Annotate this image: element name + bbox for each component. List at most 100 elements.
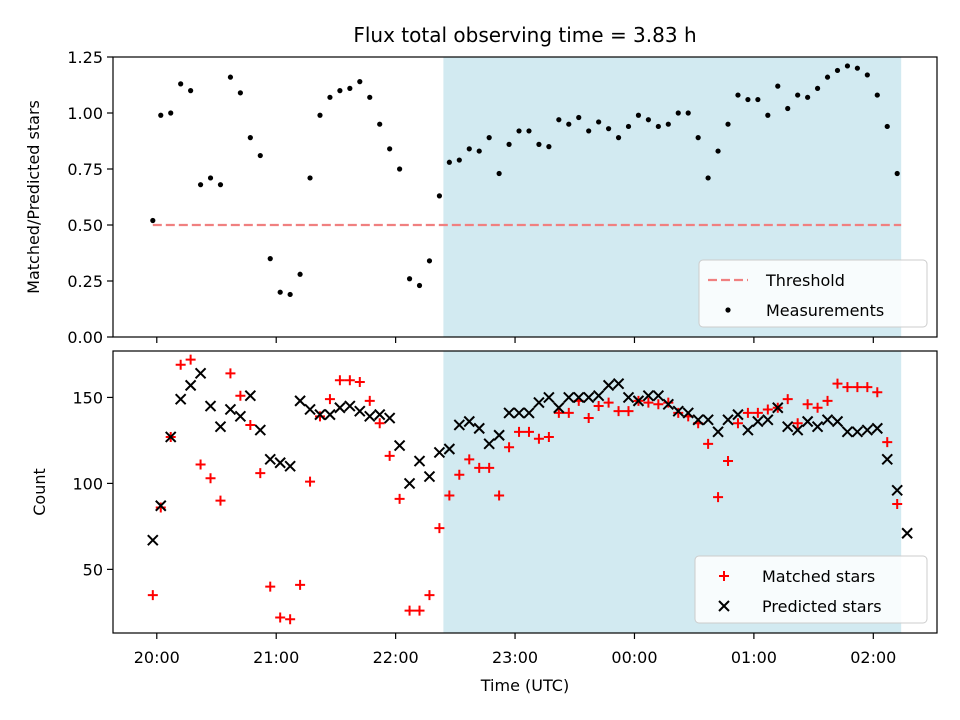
predicted-star-point (453, 419, 466, 431)
matched-star-point (245, 419, 256, 430)
y-tick-label: 150 (72, 388, 103, 407)
chart-title: Flux total observing time = 3.83 h (353, 23, 696, 47)
matched-star-point (504, 442, 515, 453)
predicted-star-point (523, 407, 535, 419)
measurement-point (536, 141, 542, 147)
matched-star-point (235, 390, 246, 401)
measurement-point (387, 146, 393, 152)
x-tick-label: 22:00 (373, 648, 419, 667)
matched-star-point (175, 359, 186, 370)
matched-star-point (862, 382, 873, 393)
predicted-star-point (851, 426, 864, 438)
predicted-star-point (147, 534, 159, 546)
predicted-star-point (762, 414, 774, 426)
measurement-point (556, 117, 562, 123)
predicted-star-point (722, 414, 734, 426)
legend-label: Matched stars (762, 567, 875, 586)
y-tick-label: 100 (72, 474, 103, 493)
measurement-point (854, 65, 860, 71)
measurement-point (446, 159, 452, 165)
legend-label: Predicted stars (762, 597, 882, 616)
measurement-point (217, 182, 224, 188)
predicted-star-point (831, 415, 844, 428)
predicted-star-point (513, 407, 525, 419)
measurement-point (307, 175, 313, 181)
measurement-point (506, 141, 512, 147)
predicted-star-point (165, 431, 177, 443)
matched-star-point (703, 438, 714, 449)
matched-star-point (424, 590, 435, 601)
measurement-point (277, 289, 283, 295)
predicted-star-point (214, 420, 227, 433)
predicted-star-point (324, 408, 336, 421)
x-tick-label: 00:00 (611, 648, 657, 667)
measurement-point (337, 88, 343, 94)
matched-star-point (195, 459, 206, 470)
predicted-star-point (413, 455, 426, 467)
matched-star-point (444, 490, 455, 501)
matched-star-point (414, 605, 425, 616)
predicted-star-point (244, 389, 257, 402)
predicted-star-point (772, 402, 784, 414)
matched-star-point (464, 454, 475, 465)
measurement-point (476, 148, 482, 154)
predicted-star-point (782, 420, 794, 433)
y-tick-label: 0.50 (67, 216, 103, 235)
count-panel: 50 100 150 20:00 21:00 22:00 23:00 00:00 01:00 02… (30, 350, 938, 667)
matched-star-point (603, 397, 614, 408)
y-tick-label: 0.25 (67, 272, 103, 291)
measurement-point (168, 110, 174, 116)
predicted-star-point (314, 408, 326, 421)
predicted-star-point (612, 377, 625, 390)
predicted-star-point (254, 424, 266, 436)
axes-frame (112, 350, 938, 634)
matched-star-point (305, 476, 316, 487)
x-tick-label: 01:00 (731, 648, 777, 667)
predicted-star-point (801, 415, 814, 428)
predicted-star-point (354, 405, 366, 417)
measurement-point (347, 85, 353, 91)
predicted-star-point (373, 408, 386, 421)
legend: Matched stars Predicted stars (694, 555, 928, 624)
predicted-star-point (881, 453, 893, 466)
matched-star-point (275, 612, 286, 623)
matched-star-point (613, 406, 624, 417)
measurement-point (486, 135, 492, 141)
measurement-point (685, 110, 691, 116)
predicted-star-point (662, 398, 675, 411)
measurement-point (805, 94, 811, 100)
measurement-point (426, 258, 433, 264)
matched-star-point (394, 493, 405, 504)
measurement-point (357, 79, 363, 85)
predicted-star-point (483, 438, 495, 450)
predicted-star-point (294, 395, 306, 407)
matched-star-point (523, 426, 534, 437)
matched-star-point (334, 375, 345, 386)
predicted-star-point (632, 395, 645, 407)
matched-star-point (663, 397, 674, 408)
matched-star-point (543, 431, 554, 442)
measurement-point (615, 135, 622, 141)
predicted-star-point (184, 379, 197, 392)
matched-star-point (593, 401, 604, 412)
predicted-star-point (174, 393, 187, 405)
matched-star-point (673, 407, 684, 418)
series-matched-stars (147, 354, 903, 625)
measurement-point (745, 96, 751, 103)
measurement-point (725, 121, 731, 127)
predicted-star-point (811, 420, 824, 433)
matched-star-point (762, 404, 773, 415)
y-tick-label: 50 (83, 560, 103, 579)
measurement-point (247, 135, 253, 141)
matched-star-point (882, 437, 893, 448)
matched-star-point (782, 394, 793, 405)
measurement-point (735, 92, 741, 98)
series-predicted-stars (147, 367, 913, 546)
matched-star-point (324, 394, 335, 405)
y-tick-label: 1.00 (67, 104, 103, 123)
matched-star-point (285, 614, 296, 625)
measurement-point (546, 144, 552, 150)
predicted-star-point (204, 400, 217, 412)
matched-star-point (723, 456, 734, 467)
matched-star-point (892, 499, 903, 510)
